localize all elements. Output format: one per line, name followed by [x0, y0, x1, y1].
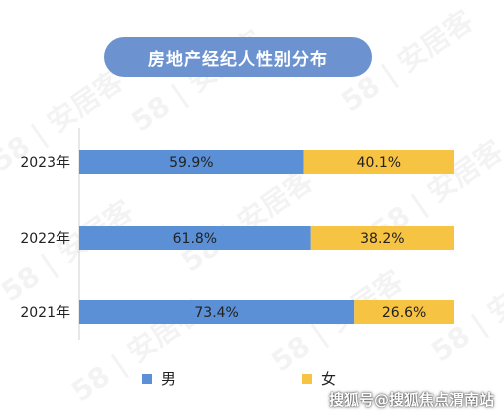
legend-swatch-male [142, 373, 152, 384]
data-label: 38.2% [360, 231, 404, 247]
data-label: 40.1% [357, 155, 401, 171]
bar-segment-male [79, 150, 304, 174]
bar-segment-male [79, 226, 311, 250]
y-tick-label: 2023年 [20, 155, 70, 171]
data-label: 73.4% [194, 305, 238, 321]
legend-item-male: 男 [142, 368, 176, 389]
chart-title: 房地产经纪人性别分布 [104, 37, 372, 77]
data-label: 61.8% [173, 231, 217, 247]
legend-item-female: 女 [302, 368, 336, 389]
y-tick-label: 2021年 [20, 305, 70, 321]
legend-swatch-female [302, 373, 312, 384]
data-label: 59.9% [169, 155, 213, 171]
legend-label-male: 男 [161, 370, 177, 388]
data-label: 26.6% [382, 305, 426, 321]
chart-title-text: 房地产经纪人性别分布 [148, 49, 328, 70]
footer-credit: 搜狐号@搜狐焦点渭南站 [328, 391, 494, 409]
bar-segment-female [310, 226, 454, 250]
bar-segment-female [354, 300, 454, 324]
bar-segment-female [303, 150, 454, 174]
bar-segment-male [79, 300, 355, 324]
legend-label-female: 女 [321, 370, 337, 388]
y-tick-label: 2022年 [20, 231, 70, 247]
